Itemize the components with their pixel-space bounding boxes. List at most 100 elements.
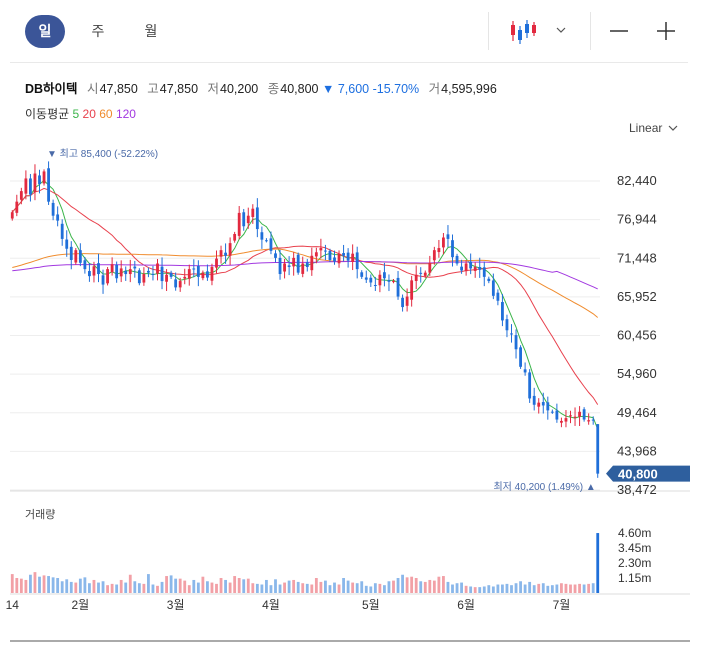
ma-60-label: 60: [99, 107, 113, 121]
candle-body: [292, 257, 296, 267]
candle-body: [460, 266, 463, 271]
chart-type-select[interactable]: [509, 18, 569, 46]
volume-bar: [596, 533, 600, 593]
candle-body: [124, 270, 128, 275]
candle-body: [192, 268, 196, 270]
candle-body: [69, 246, 73, 260]
volume-bar: [206, 581, 209, 593]
volume-bar: [396, 578, 400, 593]
volume-bar: [156, 585, 159, 593]
tab-weekly[interactable]: 주: [91, 23, 105, 39]
ma-60-line: [12, 248, 599, 318]
volume-bar: [201, 576, 205, 593]
price-tick-label: 38,472: [617, 482, 657, 497]
candle-body: [473, 267, 477, 271]
candle-body: [469, 261, 473, 269]
candle-body: [496, 292, 500, 301]
candle-body: [369, 277, 373, 283]
volume-bar: [274, 579, 277, 593]
candle-body: [260, 232, 264, 240]
candle-body: [147, 270, 150, 273]
candle-body: [269, 238, 273, 251]
candle-body: [487, 278, 491, 282]
date-tick-label: 3월: [167, 598, 185, 612]
volume-bar: [142, 583, 146, 593]
volume-bar: [342, 578, 345, 593]
candle-body: [265, 240, 268, 242]
candle-body: [514, 335, 518, 350]
volume-bar: [392, 580, 395, 593]
candle-body: [423, 272, 427, 276]
volume-bar: [292, 579, 296, 593]
candle-body: [119, 268, 123, 277]
volume-bar: [115, 584, 119, 593]
volume-bar: [29, 574, 32, 593]
volume-bar: [337, 584, 341, 593]
price-tick-label: 60,456: [617, 328, 657, 343]
zoom-out-button[interactable]: [607, 19, 631, 43]
volume-bar: [47, 576, 50, 593]
volume-bar: [24, 579, 28, 593]
price-tick-label: 65,952: [617, 289, 657, 304]
high-value: 47,850: [159, 82, 199, 96]
candle-body: [56, 214, 60, 221]
volume-bar: [174, 578, 178, 593]
volume-tick-label: 2.30m: [618, 556, 651, 570]
volume-bar: [124, 582, 128, 593]
tab-daily[interactable]: 일: [25, 15, 65, 48]
volume-bar: [296, 581, 300, 593]
close-label: 종: [267, 82, 280, 96]
volume-bar: [387, 581, 391, 593]
volume-bar: [19, 578, 23, 593]
candle-body: [237, 212, 241, 236]
scale-select[interactable]: Linear: [629, 121, 678, 135]
volume-bar: [333, 582, 336, 593]
period-tabs: 일 주 월: [25, 15, 184, 48]
volume-bar: [92, 579, 96, 593]
volume-bar: [151, 584, 155, 593]
volume-bar: [491, 586, 495, 593]
price-tick-label: 49,464: [617, 405, 657, 420]
candle-body: [19, 191, 23, 200]
high-label: 고: [147, 82, 159, 96]
volume-bar: [128, 574, 132, 593]
volume-bar: [351, 582, 355, 593]
volume-bar: [165, 576, 168, 593]
moving-average-legend: 이동평균 5 20 60 120: [25, 105, 136, 122]
quote-summary: DB하이텍 시47,850 고47,850 저40,200 종40,800 ▼ …: [25, 78, 497, 97]
volume-tick-label: 1.15m: [618, 571, 651, 585]
candle-body: [410, 280, 414, 300]
low-value: 40,200: [220, 82, 259, 96]
volume-bar: [15, 578, 19, 593]
volume-bar: [196, 582, 200, 593]
low-marker-label: 최저 40,200 (1.49%) ▲: [493, 481, 595, 493]
volume-bar: [560, 583, 563, 593]
volume-bar: [319, 581, 323, 593]
zoom-in-button[interactable]: [654, 19, 678, 43]
candle-body: [156, 263, 159, 274]
tab-monthly[interactable]: 월: [144, 23, 158, 39]
candle-body: [128, 269, 132, 275]
candle-body: [133, 266, 137, 269]
volume-bar: [255, 583, 259, 593]
volume-bar: [383, 585, 386, 593]
volume-bar: [355, 583, 359, 593]
volume-bar: [423, 581, 427, 593]
volume-bar: [74, 582, 78, 593]
date-tick-label: 4월: [262, 598, 280, 612]
candle-body: [319, 248, 323, 251]
volume-bar: [187, 585, 191, 593]
candle-body: [564, 418, 568, 422]
open-label: 시: [87, 82, 99, 96]
volume-bar: [224, 579, 227, 593]
candle-body: [88, 271, 91, 277]
candle-body: [97, 263, 100, 275]
chevron-down-icon: [668, 125, 678, 131]
candle-body: [378, 274, 382, 286]
volume-bar: [514, 583, 518, 593]
volume-value: 4,595,996: [441, 82, 497, 96]
volume-bar: [233, 576, 237, 593]
volume-bar: [564, 583, 568, 593]
volume-bar: [541, 583, 545, 593]
volume-bar: [442, 576, 445, 593]
